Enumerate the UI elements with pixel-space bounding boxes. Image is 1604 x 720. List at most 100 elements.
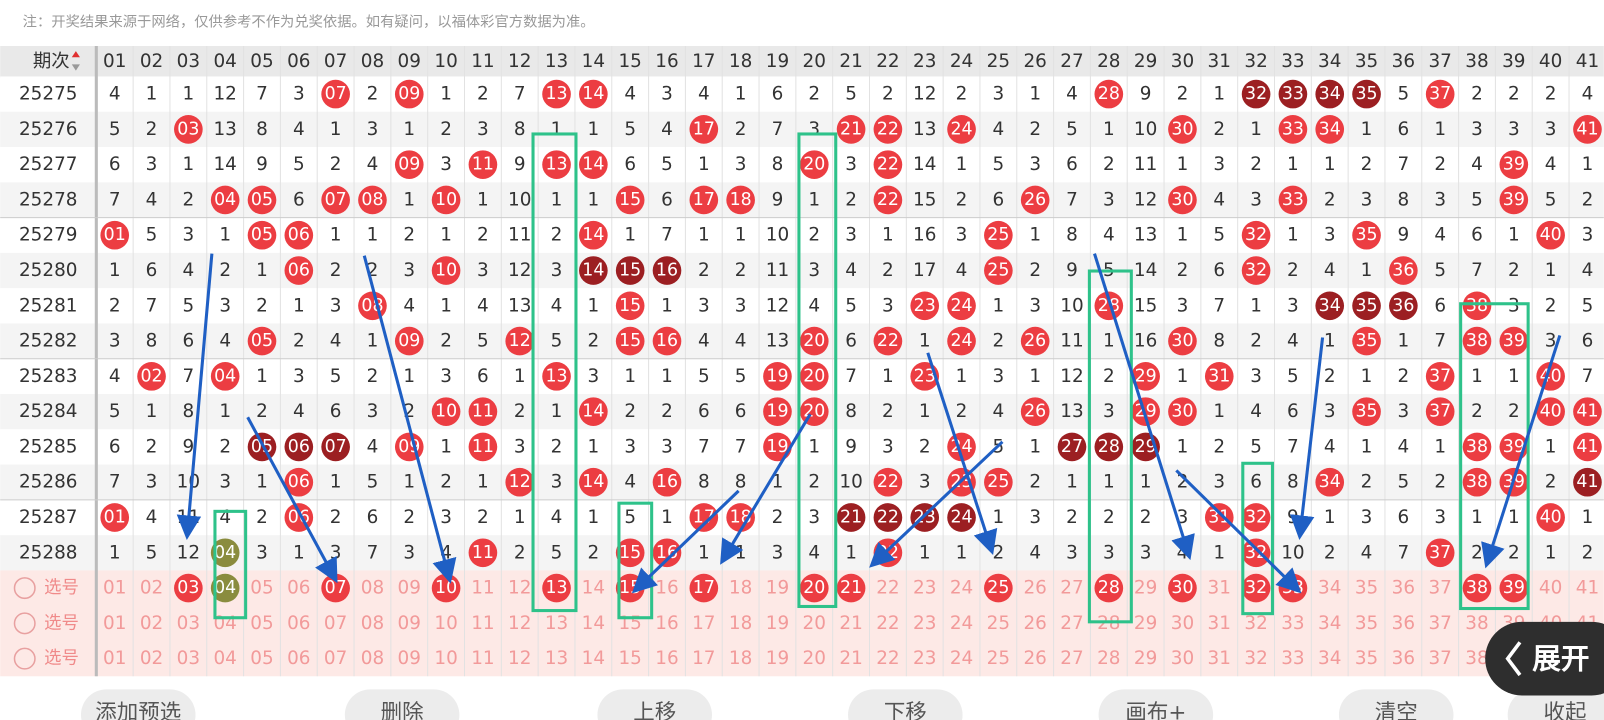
ball-number: 32	[1245, 578, 1267, 598]
cell: 02	[140, 613, 163, 634]
ball-number: 28	[1098, 296, 1120, 316]
cell: 4	[1398, 436, 1410, 457]
cell: 3	[1250, 366, 1262, 387]
cell: 3	[882, 295, 894, 316]
button[interactable]	[1507, 689, 1604, 720]
cell: 4	[219, 507, 231, 528]
ball	[1241, 503, 1271, 532]
ball	[542, 150, 571, 179]
button[interactable]	[597, 689, 712, 720]
cell: 6	[1066, 154, 1078, 175]
button-label[interactable]: 收起	[1543, 700, 1586, 720]
button[interactable]	[80, 689, 196, 720]
cell: 2	[256, 295, 268, 316]
ball-number: 11	[472, 402, 494, 422]
cell: 5	[1582, 295, 1594, 316]
button-label[interactable]: 清空	[1375, 700, 1418, 720]
cell: 3	[1177, 507, 1189, 528]
cell: 2	[882, 84, 894, 105]
button-label[interactable]: 删除	[381, 700, 424, 720]
button-label[interactable]: 下移	[884, 700, 927, 720]
cell: 3	[735, 154, 747, 175]
cell: 4	[661, 119, 673, 140]
ball-number: 06	[288, 472, 310, 492]
ball	[431, 397, 461, 426]
cell: 4	[845, 260, 857, 281]
cell: 2	[1324, 189, 1336, 210]
period: 25276	[19, 119, 78, 140]
ball-number: 01	[104, 225, 126, 245]
cell: 3	[256, 542, 268, 563]
select-radio[interactable]	[13, 577, 36, 600]
button-label[interactable]: 添加预选	[95, 700, 181, 720]
ball-number: 33	[1282, 84, 1304, 104]
ball-number: 39	[1503, 190, 1525, 210]
ball-number: 29	[1135, 402, 1157, 422]
cell: 1	[551, 119, 563, 140]
ball-number: 17	[693, 578, 715, 598]
cell: 6	[477, 366, 489, 387]
cell: 2	[808, 225, 820, 246]
period: 25280	[19, 260, 78, 281]
ball	[358, 185, 387, 215]
button[interactable]	[1098, 689, 1214, 720]
ball	[1425, 538, 1455, 568]
ball	[174, 573, 203, 603]
ball	[799, 326, 829, 356]
cell: 2	[330, 260, 342, 281]
select-radio[interactable]	[13, 612, 36, 635]
cell: 4	[1471, 154, 1483, 175]
button[interactable]	[344, 689, 460, 720]
cell: 1	[1508, 225, 1520, 246]
period-header[interactable]: 期次	[33, 51, 70, 72]
button[interactable]	[1338, 689, 1454, 720]
button-label[interactable]: 画布+	[1125, 700, 1186, 720]
expand-button[interactable]	[1485, 621, 1604, 696]
cell: 1	[1471, 366, 1483, 387]
ball	[1352, 397, 1381, 426]
cell: 6	[109, 154, 121, 175]
ball-number: 30	[1171, 331, 1193, 351]
ball-number: 10	[435, 578, 457, 598]
cell: 1	[1213, 542, 1225, 563]
cell: 1	[919, 542, 931, 563]
ball	[1425, 79, 1455, 109]
ball-number: 06	[288, 225, 310, 245]
cell: 2	[440, 331, 452, 352]
ball-number: 37	[1429, 402, 1451, 422]
ball-number: 32	[1245, 543, 1267, 563]
ball-number: 22	[877, 190, 899, 210]
cell: 7	[1066, 189, 1078, 210]
cell: 27	[1060, 613, 1083, 634]
cell: 7	[109, 189, 121, 210]
cell: 01	[103, 613, 126, 634]
cell: 5	[735, 366, 747, 387]
cell: 1	[440, 225, 452, 246]
cell: 2	[1508, 84, 1520, 105]
cell: 3	[293, 84, 305, 105]
select-radio[interactable]	[13, 647, 36, 670]
cell: 1	[183, 154, 195, 175]
cell: 2	[330, 507, 342, 528]
cell: 1	[440, 84, 452, 105]
cell: 4	[330, 331, 342, 352]
cell: 4	[1213, 189, 1225, 210]
cell: 2	[993, 542, 1005, 563]
cell: 3	[403, 260, 415, 281]
cell: 3	[1324, 401, 1336, 422]
cell: 34	[1318, 613, 1341, 634]
expand-label[interactable]: 展开	[1532, 642, 1589, 676]
cell: 23	[913, 613, 936, 634]
cell: 8	[772, 154, 784, 175]
cell: 29	[1134, 648, 1157, 669]
ball	[321, 79, 350, 109]
button[interactable]	[848, 689, 963, 720]
cell: 1	[993, 507, 1005, 528]
button-label[interactable]: 上移	[633, 700, 676, 720]
cell: 36	[1392, 578, 1415, 599]
cell: 6	[183, 331, 195, 352]
column-header: 18	[729, 51, 752, 72]
cell: 1	[256, 366, 268, 387]
ball-number: 13	[545, 366, 567, 386]
cell: 3	[1508, 119, 1520, 140]
